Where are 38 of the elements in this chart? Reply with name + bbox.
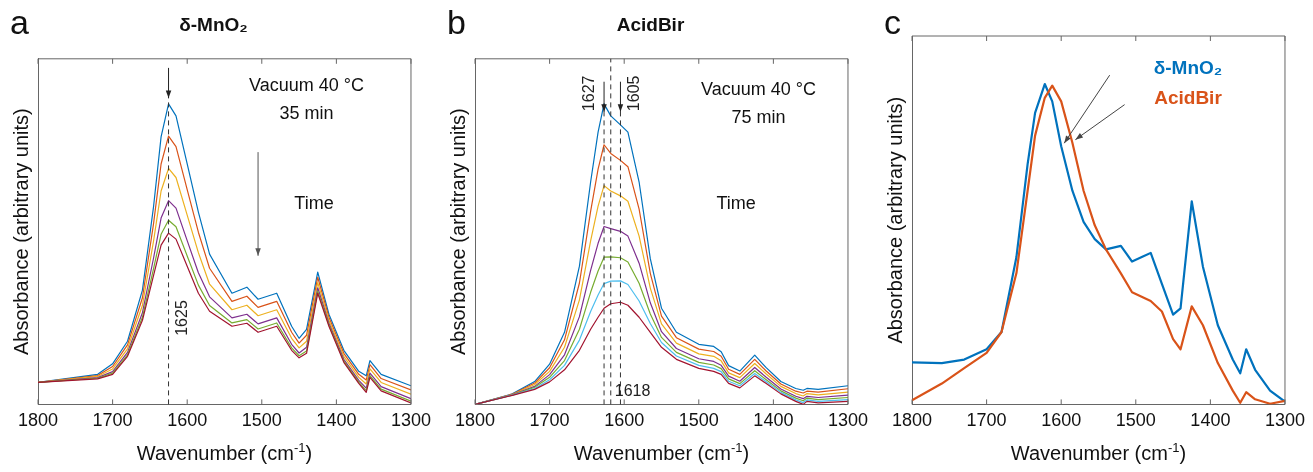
x-tick-label: 1600	[167, 410, 208, 431]
x-tick-label: 1400	[1190, 410, 1231, 431]
annotation: 75 min	[731, 106, 786, 127]
ref-line-label: 1627	[580, 75, 598, 112]
x-tick-label: 1600	[1041, 410, 1082, 431]
x-tick-label: 1300	[1264, 410, 1305, 431]
x-tick-label: 1500	[241, 410, 282, 431]
x-tick-label: 1400	[316, 410, 357, 431]
text: c	[884, 3, 901, 42]
ref-line-label: 1625	[172, 300, 190, 336]
annotation: Time	[294, 192, 334, 213]
x-tick-label: 1700	[529, 410, 570, 431]
x-tick-label: 1600	[604, 410, 645, 431]
x-tick-label: 1500	[678, 410, 719, 431]
y-axis-title: Absorbance (arbitrary units)	[883, 96, 906, 344]
annotation: Time	[716, 192, 756, 213]
annotation: 35 min	[279, 103, 334, 124]
chart-title: AcidBir	[616, 13, 685, 35]
text: a	[10, 3, 29, 42]
x-tick-label: 1700	[966, 410, 1007, 431]
x-tick-label: 1800	[891, 410, 933, 431]
text: Vacuum 40 °C	[701, 78, 816, 99]
ref-line-label: 1605	[624, 75, 642, 112]
x-tick-label: 1500	[1115, 410, 1156, 431]
y-axis-title: Absorbance (arbitrary units)	[9, 108, 32, 355]
x-tick-label: 1800	[454, 410, 496, 431]
chart-title: δ-MnO₂	[179, 13, 248, 35]
x-tick-label: 1300	[827, 410, 868, 431]
y-axis-title: Absorbance (arbitrary units)	[446, 108, 469, 355]
text: b	[447, 3, 466, 42]
x-tick-label: 1700	[92, 410, 133, 431]
text: δ-MnO₂	[1153, 57, 1223, 79]
x-tick-label: 1800	[17, 410, 59, 431]
x-tick-label: 1300	[390, 410, 431, 431]
text: Vacuum 40 °C	[249, 75, 365, 96]
x-tick-label: 1400	[753, 410, 794, 431]
ref-line-label: 1618	[614, 382, 651, 400]
text: AcidBir	[1154, 86, 1223, 108]
